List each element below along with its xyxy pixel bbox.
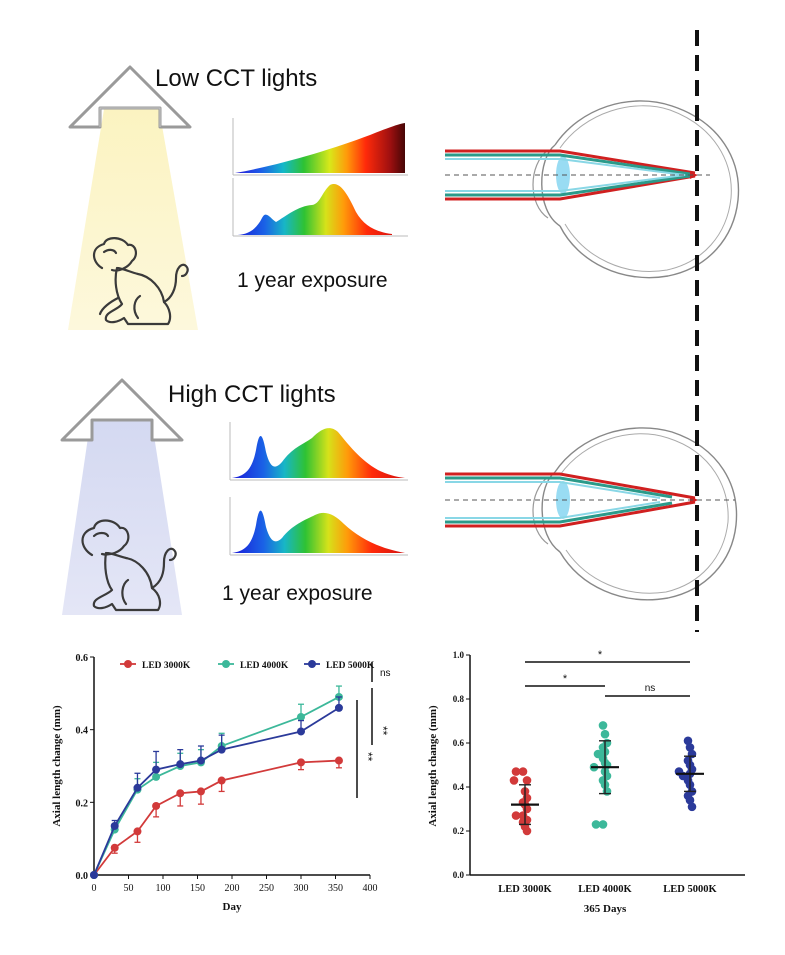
line-data-point	[217, 776, 226, 785]
line-data-point	[196, 756, 205, 765]
line-chart-xtick-label: 250	[259, 883, 274, 894]
scatter-point	[509, 776, 519, 785]
scatter-ytick-label: 0.4	[453, 782, 465, 792]
scatter-point	[511, 811, 521, 820]
line-chart-xtick-label: 400	[363, 883, 378, 894]
low-eye-diagram	[445, 100, 740, 279]
sig-label-ns: ns	[380, 668, 391, 679]
legend-label: LED 5000K	[326, 661, 375, 671]
scatter-point	[522, 776, 532, 785]
sig-label: *	[563, 673, 568, 685]
line-data-point	[110, 821, 119, 830]
axial-length-scatter-chart: 0.0 0.2 0.4 0.6 0.8 1.0 LED 3000K LED 4000K LED…	[427, 649, 745, 915]
sig-label-stars: **	[376, 726, 390, 736]
line-chart-xlabel: Day	[223, 901, 242, 913]
high-light-beam	[62, 410, 182, 615]
scatter-category-label: LED 5000K	[663, 884, 717, 895]
high-cct-title: High CCT lights	[168, 381, 336, 408]
line-chart-ytick-label: 0.6	[76, 653, 89, 664]
line-data-point	[297, 758, 305, 767]
line-chart-ytick-label: 0.2	[76, 798, 89, 809]
scatter-point	[683, 736, 693, 746]
line-data-point	[334, 756, 343, 765]
scatter-ytick-label: 0.0	[453, 870, 465, 880]
line-chart-ytick-label: 0.4	[76, 726, 89, 737]
scatter-chart-xlabel: 365 Days	[584, 903, 627, 915]
scatter-point	[518, 767, 528, 776]
legend-dot-marker	[124, 660, 132, 668]
sig-label: ns	[645, 683, 656, 694]
low-cct-title: Low CCT lights	[155, 65, 317, 92]
axial-length-line-chart: 0 50 100 150 200 250 300 350 400 0.0 0.2 0.4 0.6 LE…	[51, 653, 391, 913]
high-monkey-icon	[81, 519, 177, 612]
low-spectrum-upper	[232, 118, 408, 176]
high-exposure-caption: 1 year exposure	[222, 582, 373, 605]
scatter-point	[687, 802, 697, 812]
legend-dot-marker	[222, 660, 230, 668]
line-chart-ylabel: Axial length change (mm)	[51, 705, 63, 827]
line-series-led-3000k	[93, 759, 339, 876]
high-spectrum-lower	[229, 497, 408, 556]
scatter-point	[598, 820, 608, 829]
line-data-point	[297, 727, 305, 736]
line-chart-xtick-label: 300	[294, 883, 309, 894]
scatter-category-label: LED 3000K	[498, 884, 552, 895]
scatter-ytick-label: 0.8	[453, 694, 465, 704]
line-data-point	[90, 871, 98, 879]
low-cct-panel: Low CCT lights 1 year exposure	[68, 65, 740, 330]
scatter-point	[602, 787, 612, 796]
line-data-point	[297, 712, 305, 721]
legend-label: LED 4000K	[240, 661, 289, 671]
line-data-point	[110, 843, 119, 852]
scatter-point	[522, 826, 532, 836]
scatter-point	[511, 767, 521, 776]
scatter-point	[685, 743, 695, 752]
line-data-point	[196, 787, 205, 796]
sig-label-stars: **	[361, 752, 375, 762]
line-data-point	[176, 789, 185, 798]
scatter-point	[685, 795, 695, 805]
scatter-chart-ylabel: Axial length change (mm)	[427, 705, 439, 827]
low-exposure-caption: 1 year exposure	[237, 269, 388, 292]
line-data-point	[133, 827, 142, 836]
high-eye-diagram	[445, 427, 738, 601]
scatter-ytick-label: 0.2	[453, 826, 465, 836]
line-chart-xtick-label: 150	[190, 883, 205, 894]
scatter-category-label: LED 4000K	[578, 884, 632, 895]
line-data-point	[217, 745, 226, 754]
line-chart-xtick-label: 100	[156, 883, 171, 894]
line-chart-xtick-label: 0	[92, 883, 97, 894]
line-data-point	[152, 765, 161, 774]
legend-dot-marker	[308, 660, 316, 668]
legend-label: LED 3000K	[142, 661, 191, 671]
line-data-point	[334, 703, 343, 712]
sig-label: *	[598, 649, 603, 661]
low-light-beam	[68, 103, 198, 330]
scatter-ytick-label: 1.0	[453, 650, 465, 660]
low-spectrum-lower	[232, 178, 408, 237]
line-chart-xtick-label: 50	[124, 883, 134, 894]
line-chart-xtick-label: 200	[225, 883, 240, 894]
line-data-point	[133, 783, 142, 792]
low-monkey-icon	[92, 237, 189, 326]
line-data-point	[152, 801, 161, 810]
line-data-point	[176, 760, 185, 769]
scatter-point	[591, 820, 601, 829]
line-series-led-4000k	[93, 696, 340, 876]
scatter-point	[600, 729, 610, 739]
high-light-arrow-icon	[60, 378, 184, 442]
high-spectrum-upper	[229, 422, 408, 481]
line-chart-ytick-label: 0.0	[76, 871, 89, 882]
scatter-ytick-label: 0.6	[453, 738, 465, 748]
line-chart-xtick-label: 350	[328, 883, 343, 894]
high-cct-panel: High CCT lights 1 year exposure	[60, 378, 738, 615]
line-data-point	[152, 772, 161, 781]
scatter-point	[598, 721, 608, 730]
